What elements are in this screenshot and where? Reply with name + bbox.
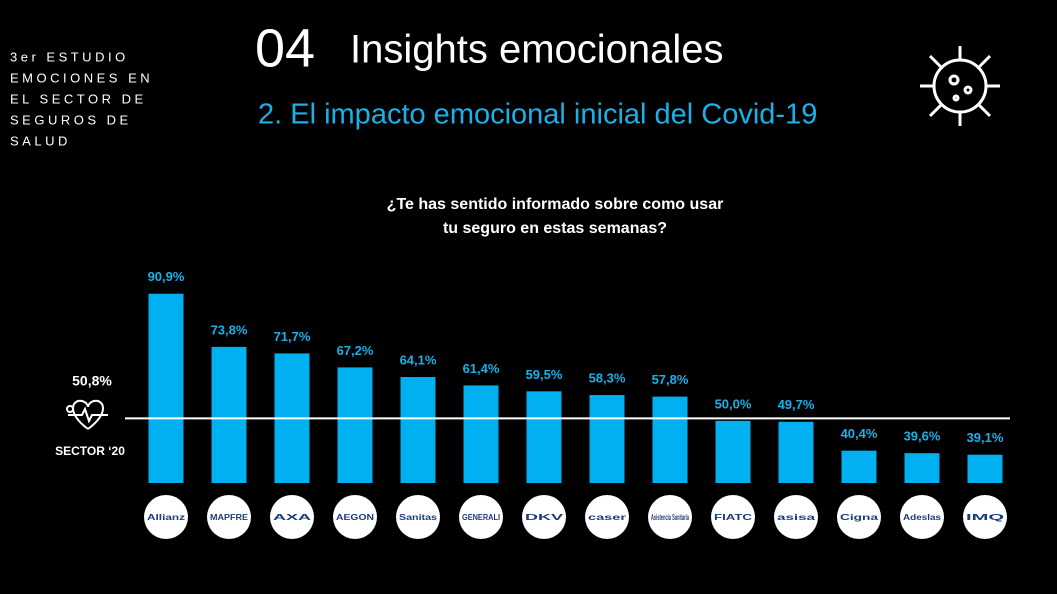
study-line: SALUD [10, 133, 71, 148]
logo-circle [648, 495, 692, 539]
logo-circle [585, 495, 629, 539]
reference-label: 50,8% [72, 373, 112, 389]
logo-circle [396, 495, 440, 539]
value-label: 39,6% [904, 429, 941, 444]
bar [904, 453, 940, 483]
bar [337, 367, 373, 483]
study-line: 3er ESTUDIO [10, 49, 129, 64]
chart-title: tu seguro en estas semanas? [443, 220, 667, 237]
bar [589, 395, 625, 483]
value-label: 90,9% [148, 269, 185, 284]
study-line: SEGUROS DE [10, 112, 132, 127]
value-label: 67,2% [337, 343, 374, 358]
x-tick-label: Cigna [840, 513, 879, 522]
value-label: 50,0% [715, 396, 752, 411]
logo-circle [270, 495, 314, 539]
logo-circle [774, 495, 818, 539]
value-label: 64,1% [400, 352, 437, 367]
study-line: EMOCIONES EN [10, 70, 153, 85]
section-number: 04 [255, 18, 315, 78]
bar [148, 293, 184, 483]
bar [463, 385, 499, 483]
logo-circle [207, 495, 251, 539]
value-label: 58,3% [589, 370, 626, 385]
study-block: 3er ESTUDIO EMOCIONES EN EL SECTOR DE SEGUR… [10, 49, 153, 148]
x-tick-label: asisa [777, 513, 816, 522]
x-tick-label: AXA [273, 513, 312, 522]
logo-circle [963, 495, 1007, 539]
x-tick-label: AEGON [336, 513, 374, 522]
x-tick-label: FIATC [714, 513, 752, 522]
x-tick-label: Sanitas [399, 513, 438, 522]
logo-circle [522, 495, 566, 539]
value-label: 73,8% [211, 322, 248, 337]
subtitle: 2. El impacto emocional inicial del Covi… [258, 99, 817, 131]
x-tick-label: GENERALI [462, 513, 500, 522]
logo-circle [711, 495, 755, 539]
x-tick-label: IMQ [966, 513, 1004, 522]
bar [967, 454, 1003, 483]
x-tick-label: DKV [525, 513, 564, 522]
chart-title: ¿Te has sentido informado sobre como usa… [387, 196, 724, 213]
heart-icon [66, 399, 108, 430]
x-tick-label: Allianz [147, 513, 185, 522]
reference-name: SECTOR ‘20 [55, 444, 125, 458]
x-tick-label: MAPFRE [210, 513, 249, 522]
logo-circle [333, 495, 377, 539]
bar [652, 396, 688, 483]
pulse-line [68, 406, 108, 424]
bar [211, 346, 247, 483]
value-label: 40,4% [841, 426, 878, 441]
section-title: Insights emocionales [350, 28, 724, 72]
logo-circle [144, 495, 188, 539]
x-tick-label: Adeslas [903, 513, 942, 522]
bar [526, 391, 562, 483]
icon-dot [66, 405, 74, 413]
x-tick-label: Asistencia Sanitaria [651, 513, 689, 522]
logo-circle [459, 495, 503, 539]
chart: ¿Te has sentido informado sobre como usa… [55, 196, 1010, 539]
value-label: 49,7% [778, 397, 815, 412]
virus-icon [920, 46, 1000, 126]
bar [400, 377, 436, 483]
value-label: 57,8% [652, 372, 689, 387]
value-label: 71,7% [274, 329, 311, 344]
bar [841, 450, 877, 483]
logo-circle [837, 495, 881, 539]
x-tick-label: caser [588, 513, 626, 522]
bar [715, 420, 751, 483]
study-line: EL SECTOR DE [10, 91, 147, 106]
value-label: 39,1% [967, 430, 1004, 445]
bar [778, 421, 814, 483]
heart-shape [72, 399, 104, 430]
value-label: 61,4% [463, 361, 500, 376]
logo-circle [900, 495, 944, 539]
value-label: 59,5% [526, 367, 563, 382]
